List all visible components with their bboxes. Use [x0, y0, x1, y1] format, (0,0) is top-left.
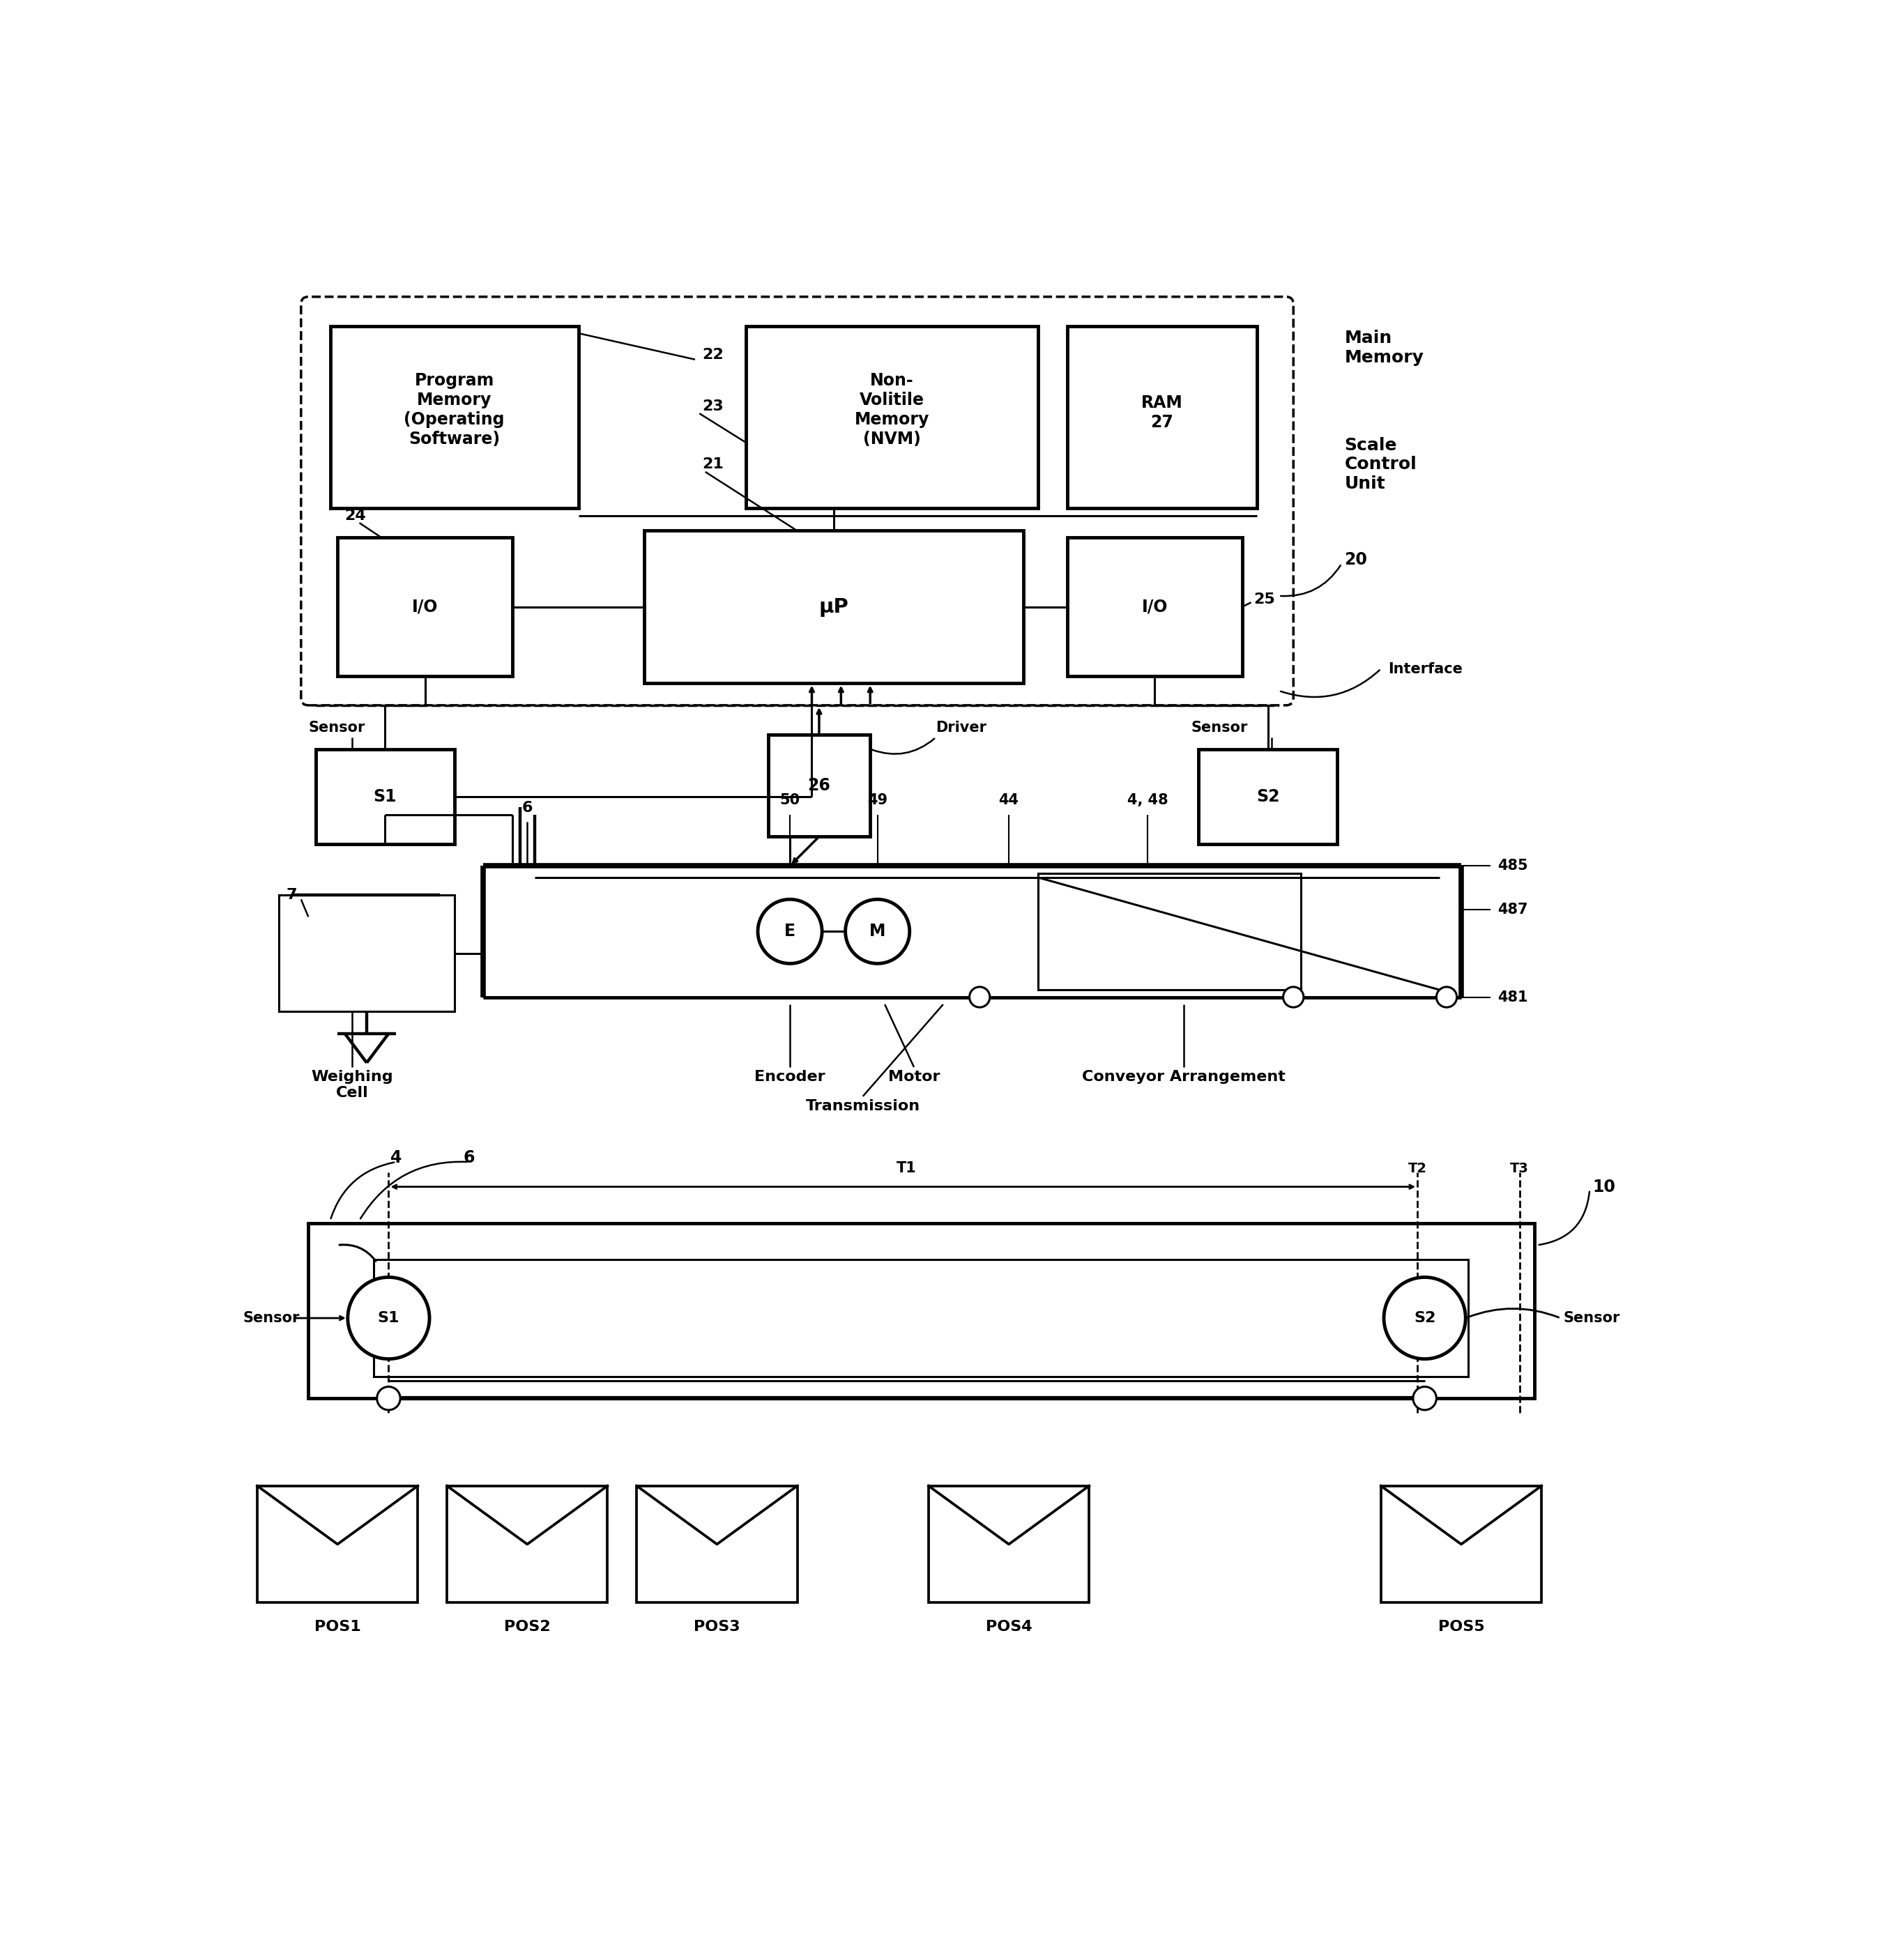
- Bar: [316, 749, 454, 845]
- Text: 485: 485: [1497, 858, 1529, 872]
- Text: Interface: Interface: [1388, 662, 1463, 676]
- Bar: [446, 1486, 608, 1603]
- Text: 4: 4: [390, 1149, 401, 1166]
- Text: Program
Memory
(Operating
Software): Program Memory (Operating Software): [405, 372, 505, 447]
- Text: μP: μP: [819, 598, 849, 617]
- Text: Motor: Motor: [889, 1070, 940, 1084]
- Text: POS3: POS3: [693, 1621, 740, 1635]
- Text: Weighing
Cell: Weighing Cell: [311, 1070, 394, 1100]
- Circle shape: [1437, 988, 1457, 1007]
- Bar: [337, 537, 512, 676]
- Circle shape: [970, 988, 990, 1007]
- Bar: [1068, 537, 1243, 676]
- Bar: [768, 735, 870, 837]
- Text: 25: 25: [1254, 592, 1275, 606]
- Text: 7: 7: [286, 888, 298, 902]
- Circle shape: [1412, 1386, 1437, 1409]
- Bar: [375, 1260, 1469, 1376]
- Bar: [928, 1486, 1088, 1603]
- Text: 23: 23: [702, 400, 723, 414]
- Text: 481: 481: [1497, 990, 1527, 1004]
- Text: 6: 6: [522, 802, 533, 815]
- Circle shape: [845, 900, 909, 964]
- Circle shape: [348, 1278, 429, 1358]
- Bar: [258, 1486, 418, 1603]
- Text: 6: 6: [463, 1149, 475, 1166]
- Text: POS1: POS1: [314, 1621, 362, 1635]
- Text: 21: 21: [702, 457, 723, 472]
- Text: 44: 44: [998, 794, 1019, 808]
- Text: 10: 10: [1593, 1178, 1616, 1196]
- Text: 26: 26: [808, 778, 830, 794]
- Text: Sensor: Sensor: [1192, 721, 1248, 735]
- Text: RAM
27: RAM 27: [1141, 394, 1183, 431]
- Text: 24: 24: [345, 510, 367, 523]
- Text: POS4: POS4: [985, 1621, 1032, 1635]
- Text: S2: S2: [1414, 1311, 1435, 1325]
- Bar: [279, 896, 454, 1011]
- Circle shape: [377, 1386, 401, 1409]
- Text: 50: 50: [780, 794, 800, 808]
- Bar: [309, 1223, 1535, 1397]
- Text: 487: 487: [1497, 904, 1527, 917]
- Circle shape: [1384, 1278, 1465, 1358]
- Bar: [330, 325, 578, 508]
- Text: E: E: [785, 923, 795, 939]
- Bar: [1068, 325, 1258, 508]
- Bar: [1380, 1486, 1542, 1603]
- Text: Sensor: Sensor: [243, 1311, 299, 1325]
- Text: Sensor: Sensor: [1563, 1311, 1619, 1325]
- Text: POS2: POS2: [505, 1621, 550, 1635]
- Text: T2: T2: [1408, 1162, 1427, 1176]
- Text: Encoder: Encoder: [755, 1070, 825, 1084]
- Text: Driver: Driver: [936, 721, 987, 735]
- Bar: [746, 325, 1038, 508]
- Circle shape: [757, 900, 823, 964]
- Text: Conveyor Arrangement: Conveyor Arrangement: [1083, 1070, 1286, 1084]
- Text: Scale
Control
Unit: Scale Control Unit: [1344, 437, 1416, 492]
- Bar: [1199, 749, 1337, 845]
- Text: Main
Memory: Main Memory: [1344, 329, 1424, 367]
- Bar: [636, 1486, 797, 1603]
- Text: 20: 20: [1344, 551, 1367, 568]
- Text: T3: T3: [1510, 1162, 1529, 1176]
- Text: I/O: I/O: [1141, 598, 1167, 615]
- Text: Non-
Volitile
Memory
(NVM): Non- Volitile Memory (NVM): [855, 372, 930, 447]
- Text: I/O: I/O: [412, 598, 439, 615]
- Circle shape: [1282, 988, 1303, 1007]
- Text: Transmission: Transmission: [806, 1100, 921, 1113]
- Text: POS5: POS5: [1439, 1621, 1484, 1635]
- Text: M: M: [870, 923, 885, 939]
- Text: S1: S1: [373, 788, 397, 806]
- Text: S2: S2: [1256, 788, 1280, 806]
- Text: 4, 48: 4, 48: [1128, 794, 1167, 808]
- Bar: [1038, 872, 1301, 990]
- FancyBboxPatch shape: [301, 296, 1294, 706]
- Text: S1: S1: [378, 1311, 399, 1325]
- Text: T1: T1: [896, 1160, 917, 1176]
- Text: 22: 22: [702, 349, 723, 363]
- Text: Sensor: Sensor: [309, 721, 365, 735]
- Bar: [644, 531, 1024, 684]
- Text: 49: 49: [868, 794, 887, 808]
